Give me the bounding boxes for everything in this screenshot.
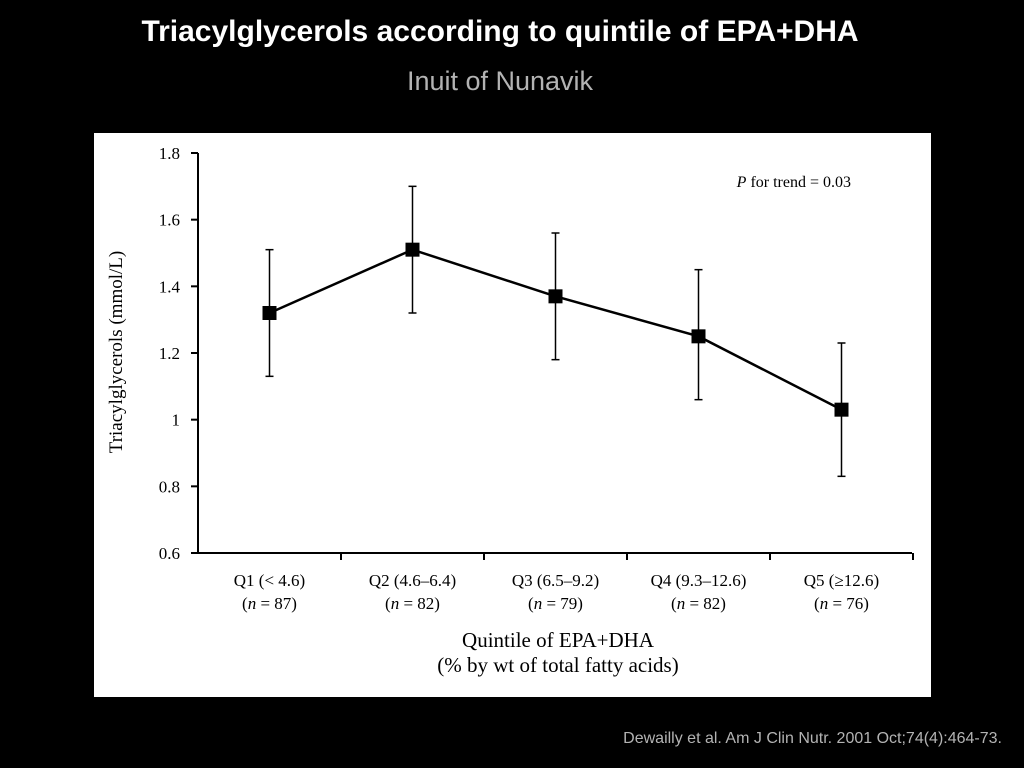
chart-axes bbox=[197, 153, 912, 554]
n-paren-open: ( bbox=[814, 594, 820, 613]
x-ticks: Q1 (< 4.6)(n = 87)Q2 (4.6–6.4)(n = 82)Q3… bbox=[234, 553, 914, 613]
y-tick-label: 1.2 bbox=[159, 344, 180, 363]
data-point-marker bbox=[405, 242, 420, 257]
x-axis-label-line1: Quintile of EPA+DHA bbox=[462, 628, 655, 652]
slide-title: Triacylglycerols according to quintile o… bbox=[141, 15, 859, 48]
y-axis-label: Triacylglycerols (mmol/L) bbox=[106, 251, 127, 453]
n-symbol: n bbox=[820, 594, 829, 613]
y-tick-label: 1.4 bbox=[159, 277, 181, 296]
x-tick-sublabel: (n = 76) bbox=[814, 594, 869, 613]
n-value: = 76) bbox=[828, 594, 869, 613]
y-tick-label: 1 bbox=[172, 411, 181, 430]
x-tick-sublabel: (n = 82) bbox=[671, 594, 726, 613]
n-paren-open: ( bbox=[242, 594, 248, 613]
x-tick-label: Q1 (< 4.6) bbox=[234, 571, 305, 590]
n-paren-open: ( bbox=[671, 594, 677, 613]
x-axis-label-line2: (% by wt of total fatty acids) bbox=[437, 653, 678, 677]
chart-figure: 0.6 0.8 1 1.2 1.4 1.6 1.8 Q1 (< 4.6) (n = 87) Q2… bbox=[94, 133, 931, 697]
trend-annotation-p: P bbox=[736, 174, 747, 191]
y-ticks: 0.6 0.8 1 1.2 1.4 1.6 1.8 bbox=[159, 144, 198, 563]
data-point-marker bbox=[834, 402, 849, 417]
trend-annotation-text: for trend = 0.03 bbox=[746, 174, 851, 191]
x-tick-sublabel: (n = 87) bbox=[242, 594, 297, 613]
trend-annotation: P for trend = 0.03 bbox=[736, 174, 851, 191]
n-value: = 82) bbox=[399, 594, 440, 613]
n-value: = 82) bbox=[685, 594, 726, 613]
data-point-marker bbox=[262, 306, 277, 320]
y-tick-label: 1.8 bbox=[159, 144, 180, 163]
line-chart: 0.60.811.21.41.61.8 Q1 (< 4.6)(n = 87)Q2… bbox=[106, 144, 914, 677]
x-tick-label: Q5 (≥12.6) bbox=[804, 571, 879, 590]
citation: Dewailly et al. Am J Clin Nutr. 2001 Oct… bbox=[623, 730, 1002, 747]
x-tick-sublabel: (n = 79) bbox=[528, 594, 583, 613]
y-tick-label: 0.6 bbox=[159, 544, 180, 563]
x-tick-sublabel: (n = 82) bbox=[385, 594, 440, 613]
n-symbol: n bbox=[534, 594, 543, 613]
n-symbol: n bbox=[677, 594, 686, 613]
series-group bbox=[262, 185, 849, 478]
y-tick-label: 0.8 bbox=[159, 477, 180, 496]
n-value: = 79) bbox=[542, 594, 583, 613]
n-symbol: n bbox=[391, 594, 400, 613]
n-symbol: n bbox=[248, 594, 257, 613]
y-tick-label: 1.6 bbox=[159, 211, 180, 230]
x-tick-label: Q4 (9.3–12.6) bbox=[651, 571, 747, 590]
n-paren-open: ( bbox=[528, 594, 534, 613]
slide-subtitle: Inuit of Nunavik bbox=[406, 66, 594, 96]
x-tick-label: Q3 (6.5–9.2) bbox=[512, 571, 599, 590]
n-paren-open: ( bbox=[385, 594, 391, 613]
data-point-marker bbox=[691, 329, 706, 344]
n-value: = 87) bbox=[256, 594, 297, 613]
x-tick-label: Q2 (4.6–6.4) bbox=[369, 571, 456, 590]
data-point-marker bbox=[548, 289, 563, 304]
